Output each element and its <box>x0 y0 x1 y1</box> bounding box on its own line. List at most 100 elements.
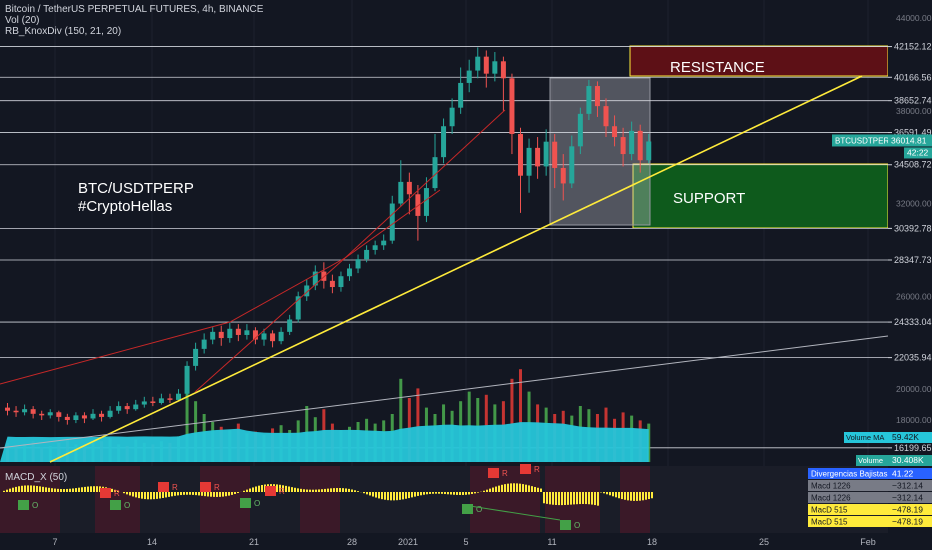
x-tick-label: 14 <box>147 537 157 547</box>
macd-hist <box>138 492 140 499</box>
macd-hist <box>384 492 386 500</box>
div-legend[interactable]: RB_KnoxDiv (150, 21, 20) <box>5 26 122 37</box>
candle-body <box>620 137 626 155</box>
candle-body <box>466 70 472 83</box>
candle-body <box>432 157 438 189</box>
macd-hist <box>39 486 41 492</box>
macd-hist <box>582 492 584 505</box>
chart-title-line1: BTC/USDTPERP <box>78 180 194 197</box>
volume-value-bg <box>888 455 932 466</box>
x-axis-bg <box>0 533 888 550</box>
macd-hist <box>165 492 167 498</box>
macd-hist <box>378 492 380 499</box>
macd-readout-value-bg <box>888 516 932 527</box>
macd-hist <box>372 492 374 497</box>
signal-marker <box>18 500 29 510</box>
x-tick-label: 5 <box>463 537 468 547</box>
macd-hist <box>441 492 443 494</box>
macd-hist <box>405 492 407 499</box>
macd-hist <box>597 492 599 506</box>
macd-hist <box>585 492 587 505</box>
signal-marker-label: R <box>502 469 508 478</box>
macd-hist <box>456 492 458 495</box>
macd-readout-label: Macd 1226 <box>811 494 851 503</box>
price-level-tag: 40166.56 <box>894 72 932 82</box>
signal-marker <box>240 498 251 508</box>
macd-hist <box>525 484 527 492</box>
price-level-tag: 34508.72 <box>894 160 932 170</box>
macd-readout-value: 41.22 <box>892 469 914 479</box>
macd-hist <box>162 492 164 498</box>
candle-body <box>347 268 352 277</box>
signal-marker <box>520 464 531 474</box>
macd-hist <box>375 492 377 498</box>
candle-body <box>235 328 241 335</box>
signal-marker-label: R <box>114 489 120 498</box>
macd-hist <box>135 492 137 498</box>
macd-hist <box>444 492 446 495</box>
macd-hist <box>399 492 401 500</box>
symbol-legend[interactable]: Bitcoin / TetherUS PERPETUAL FUTURES, 4h… <box>5 4 264 15</box>
candle-body <box>295 296 301 320</box>
macd-hist <box>465 492 467 495</box>
chart-legend: Bitcoin / TetherUS PERPETUAL FUTURES, 4h… <box>5 4 263 37</box>
signal-marker <box>100 488 111 498</box>
macd-hist <box>351 489 353 492</box>
macd-hist <box>471 492 473 495</box>
candle-body <box>30 409 36 414</box>
macd-hist <box>402 492 404 500</box>
macd-hist <box>63 489 65 492</box>
macd-hist <box>213 492 215 497</box>
candle-body <box>5 407 10 411</box>
macd-hist <box>432 492 434 494</box>
vol-legend[interactable]: Vol (20) <box>5 15 40 26</box>
macd-readout-value: −478.19 <box>892 517 923 527</box>
grid <box>54 0 869 533</box>
macd-hist <box>21 485 23 492</box>
macd-hist <box>639 492 641 501</box>
macd-readout-value: −312.14 <box>892 481 923 491</box>
macd-hist <box>369 492 371 496</box>
support-trendline <box>49 75 863 463</box>
macd-hist <box>243 490 245 492</box>
candle-body <box>535 147 541 167</box>
macd-hist <box>645 492 647 500</box>
candle-body <box>107 410 113 417</box>
macd-hist <box>204 492 206 497</box>
macd-readout-value-bg <box>888 492 932 503</box>
macd-hist <box>189 492 191 495</box>
last-price-bg <box>888 134 932 147</box>
macd-hist <box>276 484 278 492</box>
macd-hist <box>261 484 263 492</box>
macd-zone <box>470 466 540 533</box>
candle-body <box>150 401 156 403</box>
macd-hist <box>288 486 290 492</box>
channel-line-upper <box>0 109 506 385</box>
candle-body <box>201 339 207 349</box>
macd-title[interactable]: MACD_X (50) <box>5 472 68 483</box>
macd-hist <box>12 487 14 492</box>
macd-hist <box>636 492 638 501</box>
macd-hist <box>387 492 389 501</box>
macd-hist <box>531 486 533 492</box>
candle-body <box>338 276 344 288</box>
macd-hist <box>126 492 128 495</box>
x-tick-label: 2021 <box>398 537 418 547</box>
macd-hist <box>627 492 629 501</box>
candle-body <box>415 194 421 216</box>
macd-hist <box>414 492 416 497</box>
signal-marker <box>462 504 473 514</box>
macd-hist <box>540 488 542 492</box>
candle-body <box>13 410 19 413</box>
macd-hist <box>27 485 29 492</box>
macd-hist <box>630 492 632 501</box>
x-tick-label: Feb <box>860 537 876 547</box>
candle-body <box>475 56 481 71</box>
macd-hist <box>354 490 356 492</box>
macd-hist <box>141 492 143 499</box>
macd-hist <box>309 489 311 492</box>
macd-hist <box>15 486 17 492</box>
macd-hist <box>477 492 479 493</box>
